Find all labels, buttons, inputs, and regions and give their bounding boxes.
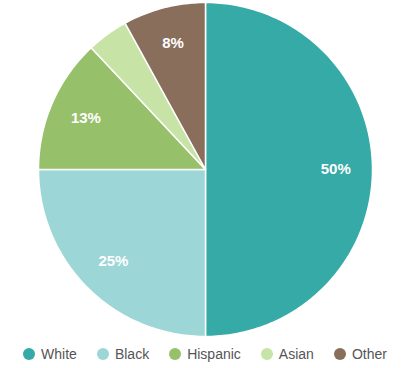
html-text:Asian: Asian (278, 346, 314, 362)
html-text:Other: Other (351, 346, 387, 362)
svg-text:50%: 50% (321, 160, 351, 177)
svg-text:8%: 8% (162, 34, 184, 51)
html-text:Black: Black (114, 346, 150, 362)
html-text:Hispanic: Hispanic (187, 346, 241, 362)
html-text:White: White (41, 346, 77, 362)
svg-text:13%: 13% (71, 109, 101, 126)
svg-text:25%: 25% (98, 252, 128, 269)
